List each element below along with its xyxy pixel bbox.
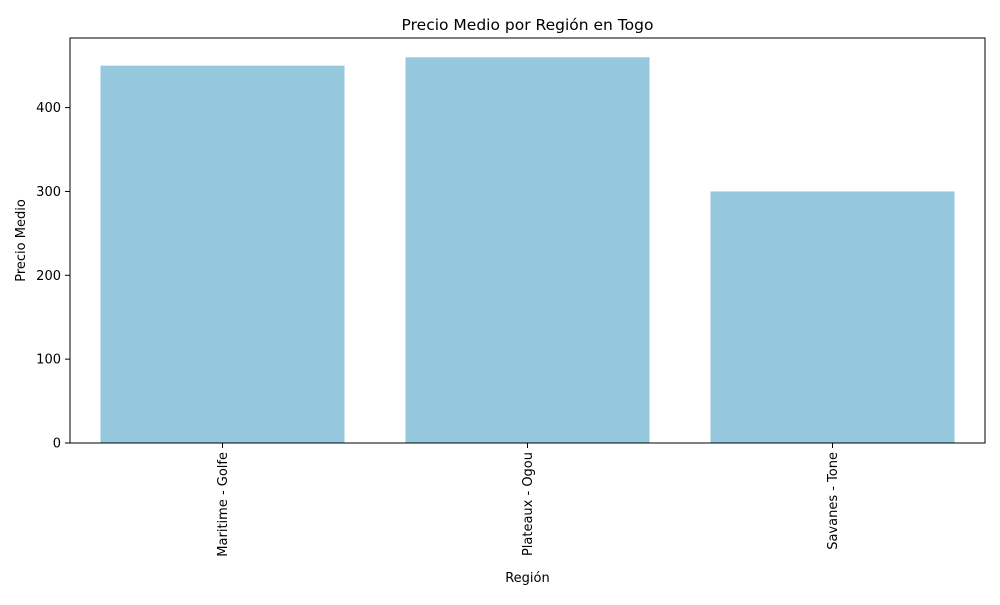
x-axis-ticks: Maritime - Golfe Plateaux - Ogou Savanes -… (216, 443, 841, 557)
y-tick-label-2: 200 (36, 269, 61, 284)
x-axis-label: Región (505, 571, 550, 586)
bars-group (100, 57, 955, 444)
x-tick-label-0: Maritime - Golfe (216, 452, 231, 557)
y-tick-label-3: 300 (36, 185, 61, 200)
bar-1 (405, 57, 650, 444)
x-tick-label-2: Savanes - Tone (826, 452, 841, 550)
y-axis-label: Precio Medio (14, 199, 29, 282)
y-tick-label-1: 100 (36, 353, 61, 368)
chart-title: Precio Medio por Región en Togo (402, 16, 654, 34)
y-tick-label-4: 400 (36, 101, 61, 116)
bar-2 (710, 191, 955, 443)
x-tick-label-1: Plateaux - Ogou (521, 452, 536, 556)
y-axis-ticks: 0 100 200 300 400 (36, 101, 70, 452)
plot-frame (69, 37, 986, 444)
bar-0 (100, 65, 345, 443)
y-tick-label-0: 0 (53, 437, 61, 452)
